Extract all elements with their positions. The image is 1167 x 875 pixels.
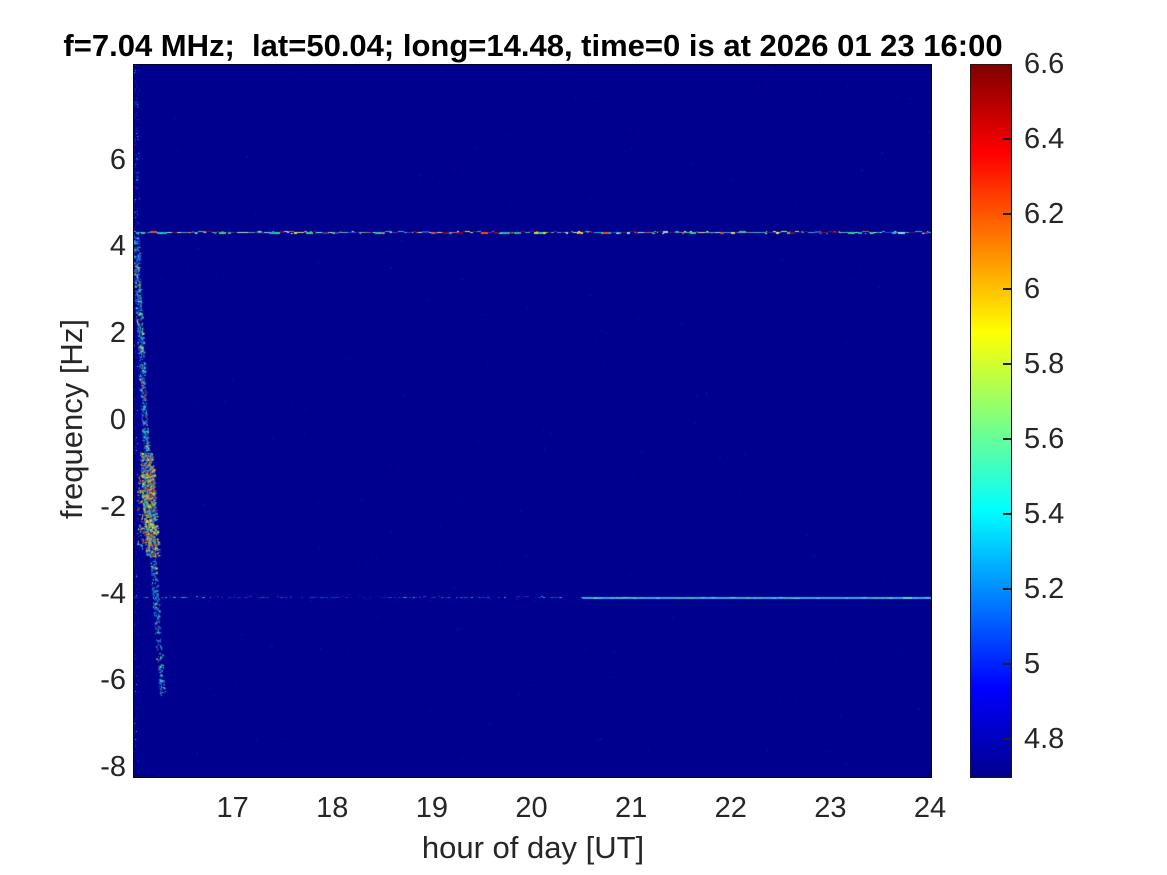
x-axis-label: hour of day [UT]	[421, 830, 645, 865]
colorbar-tick-mark	[1003, 362, 1011, 365]
y-tick-label: -4	[100, 577, 126, 610]
y-tick-label: 2	[109, 317, 126, 350]
colorbar-tick-mark	[1003, 137, 1011, 140]
colorbar-tick-label: 4.8	[1024, 722, 1065, 755]
y-tick-label: -2	[100, 490, 126, 523]
colorbar-tick-label: 6.4	[1024, 122, 1065, 155]
colorbar-tick-label: 5.4	[1024, 497, 1065, 530]
colorbar-tick-label: 5.8	[1024, 347, 1065, 380]
x-tick-label: 21	[614, 792, 648, 824]
colorbar-tick-label: 6.2	[1024, 197, 1065, 230]
colorbar-gradient	[971, 65, 1011, 777]
y-tick-label: 0	[109, 404, 126, 436]
colorbar-tick-label: 6.6	[1024, 48, 1065, 80]
colorbar-tick-mark	[1003, 212, 1011, 215]
colorbar	[970, 64, 1012, 778]
colorbar-tick-label: 6	[1024, 272, 1041, 305]
chart-title: f=7.04 MHz; lat=50.04; long=14.48, time=…	[63, 28, 1003, 63]
x-tick-label: 20	[515, 792, 548, 824]
colorbar-tick-label: 5	[1024, 647, 1041, 680]
x-tick-label: 17	[216, 792, 249, 824]
plot-area	[133, 64, 932, 778]
y-tick-label: -8	[100, 751, 126, 784]
x-tick-label: 23	[814, 792, 847, 824]
colorbar-tick-mark	[1003, 587, 1011, 590]
colorbar-tick-mark	[1003, 287, 1011, 290]
y-tick-label: -6	[100, 664, 126, 697]
colorbar-tick-mark	[1003, 662, 1011, 665]
colorbar-tick-mark	[1003, 512, 1011, 515]
x-tick-label: 24	[913, 792, 947, 824]
colorbar-tick-label: 5.2	[1024, 572, 1065, 605]
x-tick-label: 19	[415, 792, 449, 824]
y-tick-label: 6	[109, 143, 126, 176]
spectrogram-heatmap	[134, 65, 931, 777]
y-tick-label: 4	[109, 230, 126, 263]
x-tick-label: 22	[714, 792, 747, 824]
colorbar-tick-mark	[1003, 437, 1011, 440]
x-tick-label: 18	[316, 792, 349, 824]
colorbar-tick-label: 5.6	[1024, 422, 1065, 455]
colorbar-tick-mark	[1003, 737, 1011, 740]
